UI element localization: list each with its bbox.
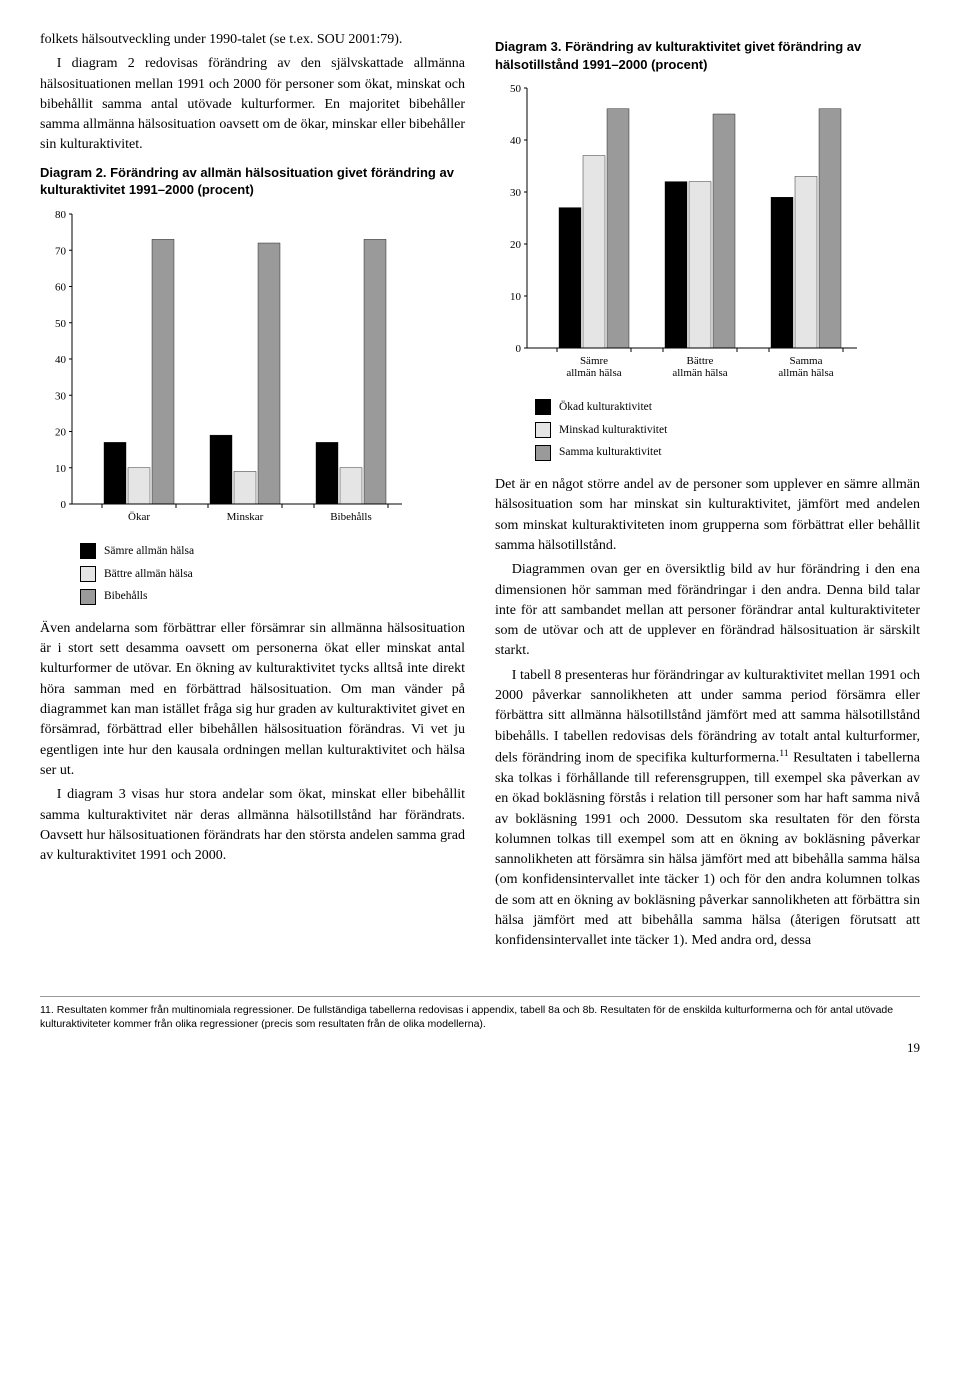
svg-text:10: 10 bbox=[55, 463, 67, 475]
right-column: Diagram 3. Förändring av kulturaktivitet… bbox=[495, 30, 920, 956]
legend-item: Sämre allmän hälsa bbox=[80, 543, 465, 560]
svg-text:40: 40 bbox=[55, 354, 67, 366]
page-number: 19 bbox=[40, 1039, 920, 1058]
chart-2-title: Diagram 2. Förändring av allmän hälsosit… bbox=[40, 164, 465, 199]
svg-text:Ökar: Ökar bbox=[128, 511, 150, 523]
chart-3: 01020304050Sämreallmän hälsaBättreallmän… bbox=[495, 83, 920, 461]
body-text: Det är en något större andel av de perso… bbox=[495, 475, 920, 556]
svg-text:30: 30 bbox=[55, 390, 67, 402]
footnote-ref: 11 bbox=[779, 748, 788, 759]
svg-text:Bättre: Bättre bbox=[687, 355, 714, 367]
legend-item: Bättre allmän hälsa bbox=[80, 566, 465, 583]
svg-text:0: 0 bbox=[61, 499, 67, 511]
legend-item: Ökad kulturaktivitet bbox=[535, 399, 920, 416]
svg-text:40: 40 bbox=[510, 135, 522, 147]
svg-text:allmän hälsa: allmän hälsa bbox=[778, 367, 833, 379]
svg-text:80: 80 bbox=[55, 209, 67, 221]
chart-3-title: Diagram 3. Förändring av kulturaktivitet… bbox=[495, 38, 920, 73]
svg-text:30: 30 bbox=[510, 187, 522, 199]
svg-text:70: 70 bbox=[55, 245, 67, 257]
body-text: I tabell 8 presenteras hur förändringar … bbox=[495, 666, 920, 952]
body-text: folkets hälsoutveckling under 1990-talet… bbox=[40, 30, 465, 50]
svg-text:60: 60 bbox=[55, 281, 67, 293]
legend-item: Minskad kulturaktivitet bbox=[535, 422, 920, 439]
body-text: I diagram 3 visas hur stora andelar som … bbox=[40, 785, 465, 866]
svg-text:0: 0 bbox=[516, 343, 522, 355]
chart-2: 0 10 20 30 40 50 60 70 80 Ökar Minskar Bibehålls Sä… bbox=[40, 209, 465, 605]
legend-item: Bibehålls bbox=[80, 588, 465, 605]
chart-2-legend: Sämre allmän hälsa Bättre allmän hälsa Bib… bbox=[40, 543, 465, 605]
svg-text:20: 20 bbox=[510, 239, 522, 251]
svg-text:Minskar: Minskar bbox=[227, 511, 264, 523]
svg-text:50: 50 bbox=[510, 83, 522, 95]
svg-text:allmän hälsa: allmän hälsa bbox=[672, 367, 727, 379]
left-column: folkets hälsoutveckling under 1990-talet… bbox=[40, 30, 465, 956]
svg-text:Sämre: Sämre bbox=[580, 355, 608, 367]
svg-text:10: 10 bbox=[510, 291, 522, 303]
svg-text:Bibehålls: Bibehålls bbox=[330, 511, 372, 523]
svg-text:Samma: Samma bbox=[790, 355, 823, 367]
legend-item: Samma kulturaktivitet bbox=[535, 444, 920, 461]
body-text: Diagrammen ovan ger en översiktlig bild … bbox=[495, 560, 920, 661]
body-text: I diagram 2 redovisas förändring av den … bbox=[40, 54, 465, 155]
svg-text:20: 20 bbox=[55, 426, 67, 438]
svg-text:allmän hälsa: allmän hälsa bbox=[566, 367, 621, 379]
body-text: Även andelarna som förbättrar eller förs… bbox=[40, 619, 465, 781]
svg-text:50: 50 bbox=[55, 318, 67, 330]
footnote-11: 11. Resultaten kommer från multinomiala … bbox=[40, 996, 920, 1031]
chart-3-legend: Ökad kulturaktivitet Minskad kulturaktivi… bbox=[495, 399, 920, 461]
